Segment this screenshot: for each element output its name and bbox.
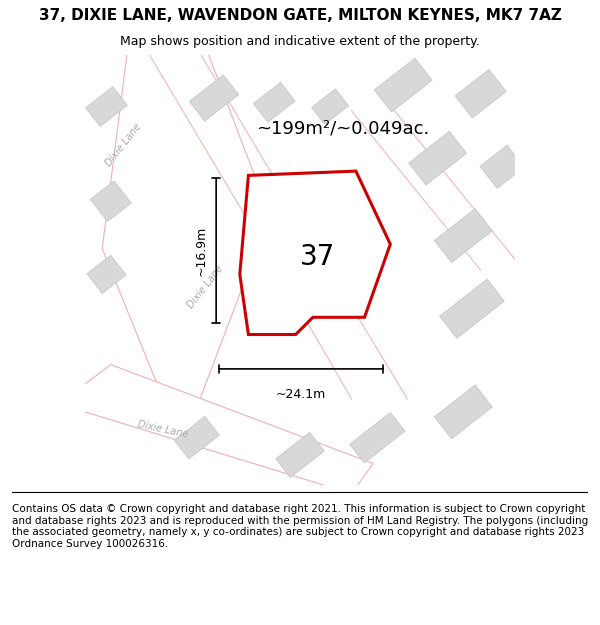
Text: Dixie Lane: Dixie Lane: [185, 264, 225, 311]
Text: ~199m²/~0.049ac.: ~199m²/~0.049ac.: [256, 119, 430, 137]
Text: Dixie Lane: Dixie Lane: [104, 122, 143, 169]
Text: Dixie Lane: Dixie Lane: [136, 419, 188, 439]
Polygon shape: [87, 255, 126, 293]
Text: ~24.1m: ~24.1m: [276, 388, 326, 401]
Text: 37: 37: [299, 243, 335, 271]
Polygon shape: [455, 69, 506, 118]
Polygon shape: [102, 46, 274, 408]
Polygon shape: [91, 181, 131, 221]
Polygon shape: [350, 412, 405, 463]
Polygon shape: [311, 89, 349, 124]
Polygon shape: [76, 364, 373, 494]
Polygon shape: [253, 82, 295, 122]
Polygon shape: [174, 416, 220, 459]
Polygon shape: [409, 131, 467, 185]
Polygon shape: [480, 145, 524, 188]
Text: Map shows position and indicative extent of the property.: Map shows position and indicative extent…: [120, 35, 480, 48]
Text: Contains OS data © Crown copyright and database right 2021. This information is : Contains OS data © Crown copyright and d…: [12, 504, 588, 549]
Text: ~16.9m: ~16.9m: [194, 226, 208, 276]
Polygon shape: [276, 432, 324, 478]
Polygon shape: [190, 75, 239, 121]
Polygon shape: [374, 58, 432, 112]
Polygon shape: [440, 279, 505, 338]
Polygon shape: [86, 87, 127, 126]
Text: 37, DIXIE LANE, WAVENDON GATE, MILTON KEYNES, MK7 7AZ: 37, DIXIE LANE, WAVENDON GATE, MILTON KE…: [38, 8, 562, 23]
Polygon shape: [434, 209, 493, 262]
Polygon shape: [434, 385, 493, 439]
Polygon shape: [240, 171, 391, 334]
